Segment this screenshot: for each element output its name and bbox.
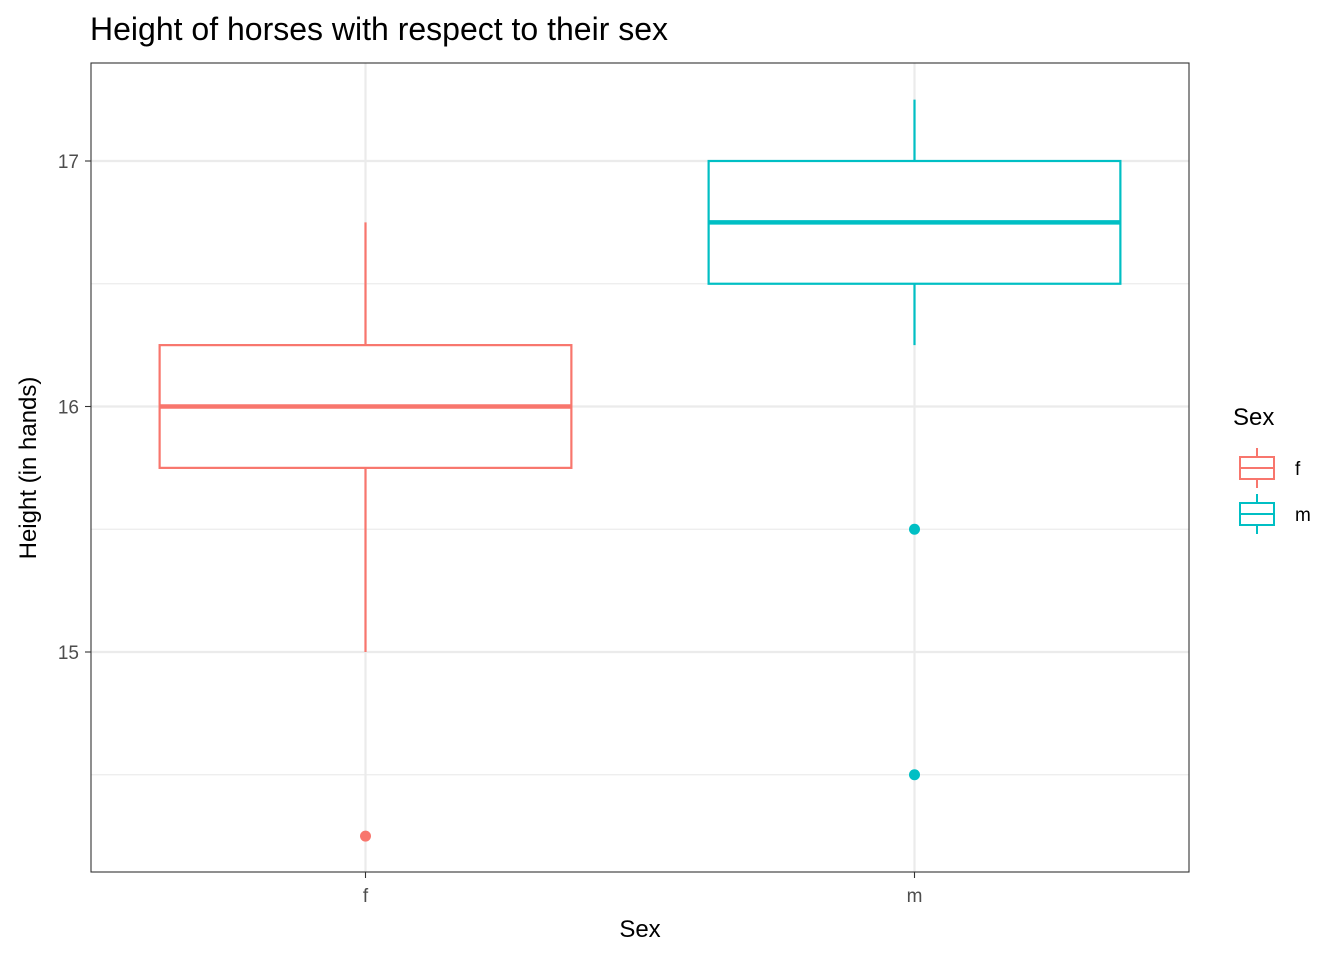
- chart-title: Height of horses with respect to their s…: [90, 11, 668, 47]
- outlier-point: [909, 523, 920, 535]
- legend-key-m: [1239, 494, 1275, 534]
- box-group: [158, 99, 1122, 842]
- x-tick-label: m: [907, 886, 923, 907]
- y-tick-label: 16: [58, 398, 79, 419]
- plot-panel-border: [90, 62, 1190, 873]
- y-axis-title: Height (in hands): [15, 377, 42, 560]
- outlier-point: [360, 830, 371, 842]
- legend-label: m: [1295, 505, 1311, 526]
- x-tick-label: f: [363, 886, 369, 907]
- legend: Sex f m: [1233, 404, 1311, 534]
- box-f: [158, 222, 573, 842]
- outlier-point: [909, 769, 920, 781]
- y-tick-label: 15: [58, 643, 79, 664]
- axes: 15 16 17 f m: [58, 152, 923, 907]
- box-m: [707, 99, 1122, 781]
- x-axis-title: Sex: [619, 916, 660, 943]
- y-tick-label: 17: [58, 152, 79, 173]
- legend-key-f: [1239, 448, 1275, 488]
- legend-title: Sex: [1233, 404, 1274, 431]
- legend-label: f: [1295, 459, 1301, 480]
